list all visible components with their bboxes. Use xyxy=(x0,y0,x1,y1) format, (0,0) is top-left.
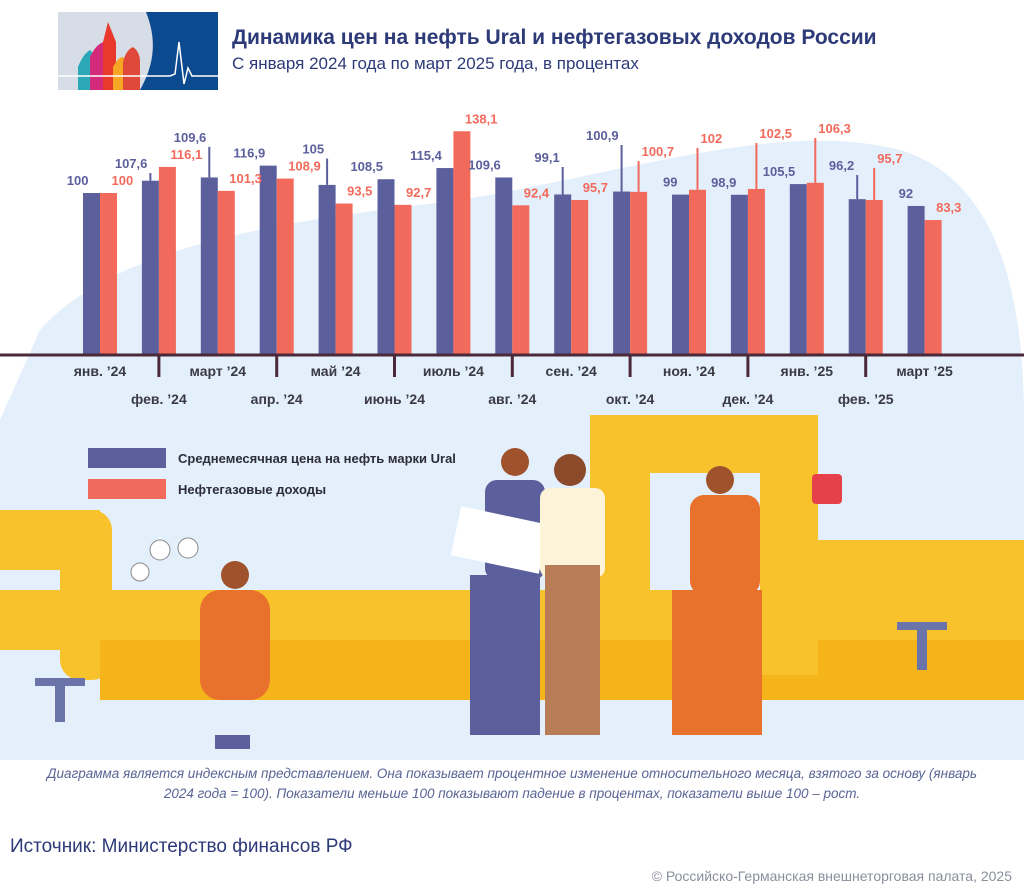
bar-ural xyxy=(377,179,395,355)
x-tick-label: март ’25 xyxy=(896,363,953,379)
bar-revenue xyxy=(630,191,648,355)
bar-ural xyxy=(141,180,159,355)
x-tick-label: ноя. ’24 xyxy=(663,363,715,379)
bar-ural xyxy=(318,184,336,355)
x-tick-label: июнь ’24 xyxy=(364,391,425,407)
bar-ural xyxy=(83,193,100,355)
data-label: 99,1 xyxy=(534,150,559,165)
bar-ural xyxy=(200,177,218,355)
x-tick-label: авг. ’24 xyxy=(488,391,536,407)
data-label: 92,4 xyxy=(524,185,550,200)
x-tick-label: март ’24 xyxy=(190,363,247,379)
data-label: 100 xyxy=(67,173,89,188)
data-label: 116,9 xyxy=(233,146,265,161)
copyright: © Российско-Германская внешнеторговая па… xyxy=(651,868,1012,884)
x-tick-label: янв. ’24 xyxy=(74,363,127,379)
x-tick-label: сен. ’24 xyxy=(546,363,597,379)
data-label: 95,7 xyxy=(877,151,902,166)
data-label: 101,3 xyxy=(229,171,262,186)
bar-ural xyxy=(789,184,807,355)
data-label: 83,3 xyxy=(936,200,961,215)
x-tick-label: июль ’24 xyxy=(423,363,484,379)
bar-ural xyxy=(495,177,513,355)
bar-ural xyxy=(730,194,748,355)
footnote: Диаграмма является индексным представлен… xyxy=(47,766,977,801)
x-tick-label: янв. ’25 xyxy=(781,363,834,379)
bar-revenue xyxy=(689,189,706,355)
bar-revenue xyxy=(747,188,765,355)
bar-revenue xyxy=(335,203,353,355)
data-label: 109,6 xyxy=(174,130,207,145)
data-label: 109,6 xyxy=(468,157,501,172)
data-label: 106,3 xyxy=(818,121,851,136)
bar-ural xyxy=(907,205,925,355)
legend-swatch xyxy=(88,479,166,499)
worker-engineer xyxy=(540,454,605,735)
logo xyxy=(58,12,218,90)
worker-valve xyxy=(672,466,762,735)
bar-revenue xyxy=(806,182,824,355)
data-label: 100,9 xyxy=(586,128,619,143)
bar-ural xyxy=(554,194,572,355)
bar-revenue xyxy=(217,190,235,355)
data-label: 92 xyxy=(899,186,913,201)
data-label: 100,7 xyxy=(642,144,675,159)
bar-ural xyxy=(259,165,277,355)
x-tick-label: фев. ’25 xyxy=(838,391,894,407)
data-label: 105,5 xyxy=(763,164,796,179)
bar-revenue xyxy=(276,178,294,355)
data-label: 102 xyxy=(701,131,723,146)
data-label: 116,1 xyxy=(170,147,202,162)
x-tick-label: фев. ’24 xyxy=(131,391,187,407)
x-tick-label: май ’24 xyxy=(311,363,361,379)
data-label: 92,7 xyxy=(406,185,431,200)
page-title: Динамика цен на нефть Ural и нефтегазовы… xyxy=(232,26,877,49)
data-label: 93,5 xyxy=(347,184,372,199)
bar-ural xyxy=(672,194,689,355)
data-label: 108,5 xyxy=(350,159,383,174)
worker-kneeling xyxy=(200,561,270,749)
data-label: 95,7 xyxy=(583,180,608,195)
bar-revenue xyxy=(865,199,883,355)
bar-chart: 100 100 107,6 116,1 109,6 101,3 116,9 108,9 105 9… xyxy=(0,111,1024,407)
data-label: 107,6 xyxy=(115,156,148,171)
data-label: 98,9 xyxy=(711,175,736,190)
bar-ural xyxy=(613,191,631,355)
bars xyxy=(83,131,942,355)
legend-swatch xyxy=(88,448,166,468)
valve-icon xyxy=(812,474,842,504)
x-tick-label: апр. ’24 xyxy=(251,391,303,407)
legend-item-revenue: Нефтегазовые доходы xyxy=(88,479,326,499)
x-tick-label: дек. ’24 xyxy=(722,391,773,407)
data-label: 96,2 xyxy=(829,158,854,173)
bar-revenue xyxy=(158,166,176,355)
bar-revenue xyxy=(924,220,942,355)
legend-label: Нефтегазовые доходы xyxy=(178,481,327,497)
data-label: 100 xyxy=(112,173,134,188)
bar-revenue xyxy=(100,193,117,355)
worker-blue xyxy=(450,448,550,735)
source: Источник: Министерство финансов РФ xyxy=(10,836,353,857)
leaders xyxy=(149,138,876,200)
bar-revenue xyxy=(453,131,471,355)
bar-revenue xyxy=(512,205,530,355)
data-label: 105 xyxy=(302,142,324,157)
data-label: 108,9 xyxy=(288,159,321,174)
legend-item-ural: Среднемесячная цена на нефть марки Ural xyxy=(88,448,456,468)
data-label: 99 xyxy=(663,175,677,190)
legend-label: Среднемесячная цена на нефть марки Ural xyxy=(178,450,456,466)
bar-revenue xyxy=(394,204,412,355)
data-label: 102,5 xyxy=(759,126,792,141)
labels: 100 100 107,6 116,1 109,6 101,3 116,9 108,9 105 9… xyxy=(67,111,962,215)
data-label: 138,1 xyxy=(465,111,498,126)
x-tick-label: окт. ’24 xyxy=(606,391,655,407)
page-subtitle: С января 2024 года по март 2025 года, в … xyxy=(232,54,639,73)
bar-revenue xyxy=(571,199,589,355)
data-label: 115,4 xyxy=(410,148,443,163)
bar-ural xyxy=(848,199,866,355)
bar-ural xyxy=(436,168,454,355)
